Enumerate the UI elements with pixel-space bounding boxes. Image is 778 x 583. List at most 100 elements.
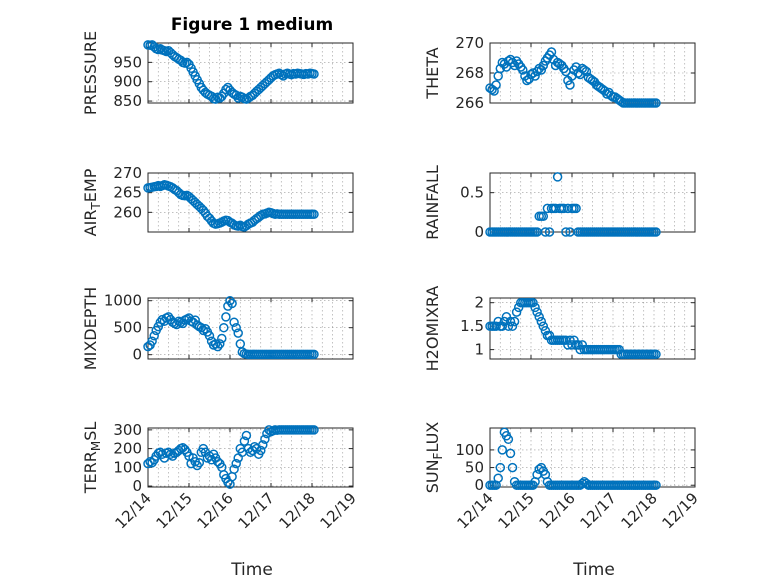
data-point (194, 457, 205, 468)
data-point (540, 227, 551, 237)
data-point (309, 209, 319, 220)
data-point (651, 349, 661, 360)
y-axis-label: TERRMSL (81, 422, 103, 495)
axes-box (147, 42, 354, 104)
data-point (231, 90, 241, 101)
x-tick-label: 12/17 (235, 489, 278, 532)
data-point (217, 333, 227, 344)
data-point (256, 445, 266, 456)
data-point (509, 60, 520, 71)
data-point (241, 430, 252, 441)
y-axis-label: AIRTEMP (81, 168, 103, 236)
data-point (309, 425, 319, 435)
data-point (552, 172, 563, 182)
data-point (503, 321, 514, 331)
subplot-6: 1 1.5 2 H2OMIXRA (423, 286, 696, 371)
y-tick-label: 100 (113, 458, 142, 476)
data-point (581, 66, 592, 77)
y-tick-label: 50 (465, 459, 484, 477)
y-tick-label: 266 (455, 94, 484, 112)
data-point (229, 317, 239, 328)
y-axis-label: MIXDEPTH (81, 287, 100, 370)
x-tick-label: 12/15 (495, 489, 538, 532)
x-tick-label: 12/18 (276, 489, 319, 532)
data-point (505, 448, 516, 459)
data-point (536, 316, 547, 327)
data-point (309, 69, 319, 79)
data-point (509, 316, 520, 327)
data-point (544, 227, 555, 237)
x-tick-label: 12/15 (153, 489, 196, 532)
data-point (192, 460, 202, 471)
data-point (497, 445, 508, 455)
subplot-2: 266 268 270 THETA (423, 34, 696, 112)
data-series (485, 172, 661, 237)
data-point (258, 440, 268, 450)
data-point (651, 227, 661, 237)
data-series (143, 40, 319, 104)
y-tick-label: 1 (474, 341, 484, 359)
data-point (503, 434, 514, 445)
data-point (530, 71, 540, 81)
data-point (538, 60, 549, 71)
y-tick-label: 0 (132, 477, 142, 495)
data-point (212, 341, 223, 352)
data-point (511, 307, 522, 317)
y-axis-label: THETA (423, 47, 442, 99)
data-point (215, 339, 225, 349)
data-point (260, 434, 270, 444)
y-tick-label: 900 (113, 73, 142, 91)
data-point (571, 62, 581, 72)
data-point (651, 98, 661, 108)
data-point (210, 339, 221, 349)
data-point (196, 322, 207, 333)
x-tick-label: 12/16 (194, 489, 237, 532)
data-point (495, 462, 506, 473)
y-tick-label: 100 (455, 441, 484, 459)
data-point (221, 312, 231, 322)
x-axis-label-left: Time (230, 560, 273, 580)
data-series (143, 180, 319, 232)
y-tick-label: 0 (474, 476, 484, 494)
data-point (507, 462, 518, 473)
y-tick-label: 270 (113, 164, 142, 182)
y-tick-label: 850 (113, 92, 142, 110)
data-point (155, 317, 166, 328)
data-point (651, 480, 661, 490)
x-tick-label: 12/16 (536, 489, 579, 532)
x-tick-label: 12/14 (454, 489, 497, 532)
data-point (225, 295, 235, 306)
data-series (143, 425, 319, 489)
data-point (233, 328, 243, 338)
data-point (198, 325, 209, 336)
data-point (536, 65, 547, 75)
data-point (538, 211, 549, 222)
data-point (147, 336, 157, 346)
data-point (579, 65, 590, 75)
y-tick-label: 950 (113, 53, 142, 71)
data-point (489, 86, 499, 96)
y-tick-label: 2 (474, 294, 484, 312)
y-tick-label: 0 (474, 223, 484, 241)
data-point (528, 297, 538, 308)
data-series (485, 297, 661, 360)
y-tick-label: 500 (113, 319, 142, 337)
data-point (231, 458, 241, 469)
data-point (532, 307, 542, 317)
data-point (229, 464, 239, 474)
data-point (567, 340, 577, 350)
data-point (227, 298, 237, 309)
data-point (219, 322, 229, 333)
x-axis-label-right: Time (572, 560, 615, 580)
data-point (573, 340, 583, 350)
y-axis-label: PRESSURE (81, 31, 100, 115)
data-point (309, 349, 319, 360)
x-tick-label: 12/19 (317, 489, 360, 532)
y-tick-label: 1000 (104, 292, 142, 310)
y-tick-label: 260 (113, 203, 142, 221)
